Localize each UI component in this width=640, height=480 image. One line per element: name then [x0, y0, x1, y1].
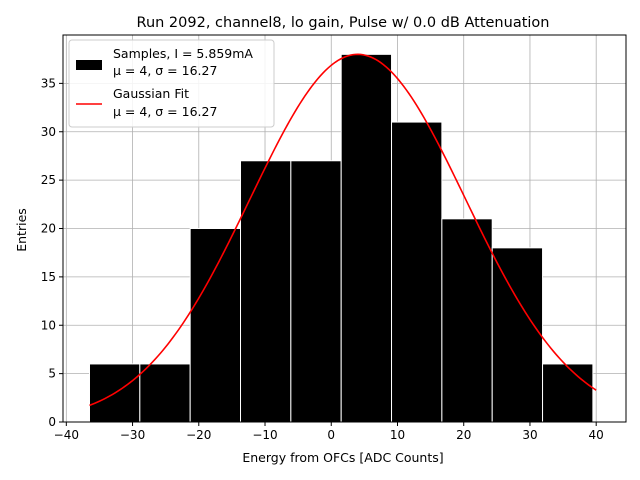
histogram-bar-4: [290, 160, 342, 423]
histogram-bar-9: [542, 363, 594, 423]
legend-samples-line2: μ = 4, σ = 16.27: [113, 63, 217, 78]
y-tick-label-1: 5: [48, 367, 56, 381]
x-tick-label-2: −20: [186, 428, 211, 442]
y-tick-label-0: 0: [48, 415, 56, 429]
y-tick-label-4: 20: [41, 222, 56, 236]
histogram-bar-5: [340, 53, 393, 423]
y-tick-label-7: 35: [41, 76, 56, 90]
gaussian-fit-curve: [89, 53, 597, 407]
legend-box: [68, 39, 275, 128]
legend-swatch-samples: [76, 60, 102, 70]
histogram-bar-7: [441, 218, 493, 423]
histogram-bar-6: [391, 121, 443, 423]
y-tick-label-6: 30: [41, 125, 56, 139]
x-tick-label-0: −40: [54, 428, 79, 442]
histogram-bar-1: [139, 363, 191, 423]
x-axis-label: Energy from OFCs [ADC Counts]: [242, 450, 443, 465]
histogram-bar-8: [491, 247, 544, 423]
y-tick-label-3: 15: [41, 270, 56, 284]
histogram-bar-2: [189, 228, 242, 423]
legend-fit-line2: μ = 4, σ = 16.27: [113, 104, 217, 119]
legend-samples-line1: Samples, I = 5.859mA: [113, 46, 253, 61]
legend-fit-line1: Gaussian Fit: [113, 86, 189, 101]
x-tick-label-7: 30: [522, 428, 537, 442]
histogram-bar-3: [240, 160, 292, 423]
y-axis-ticks: 0 5 10 15 20 25 30 35: [41, 76, 63, 429]
y-axis-label: Entries: [14, 208, 29, 252]
x-tick-label-5: 10: [390, 428, 405, 442]
legend: Samples, I = 5.859mA μ = 4, σ = 16.27 Ga…: [68, 39, 275, 128]
x-tick-label-1: −30: [120, 428, 145, 442]
histogram-bars: [88, 53, 594, 423]
x-axis-ticks: −40 −30 −20 −10 0 10 20 30 40: [54, 422, 604, 442]
x-tick-label-8: 40: [589, 428, 604, 442]
y-tick-label-2: 10: [41, 318, 56, 332]
chart-title: Run 2092, channel8, lo gain, Pulse w/ 0.…: [137, 15, 550, 31]
x-tick-label-6: 20: [456, 428, 471, 442]
x-tick-label-4: 0: [327, 428, 335, 442]
y-tick-label-5: 25: [41, 173, 56, 187]
x-tick-label-3: −10: [252, 428, 277, 442]
